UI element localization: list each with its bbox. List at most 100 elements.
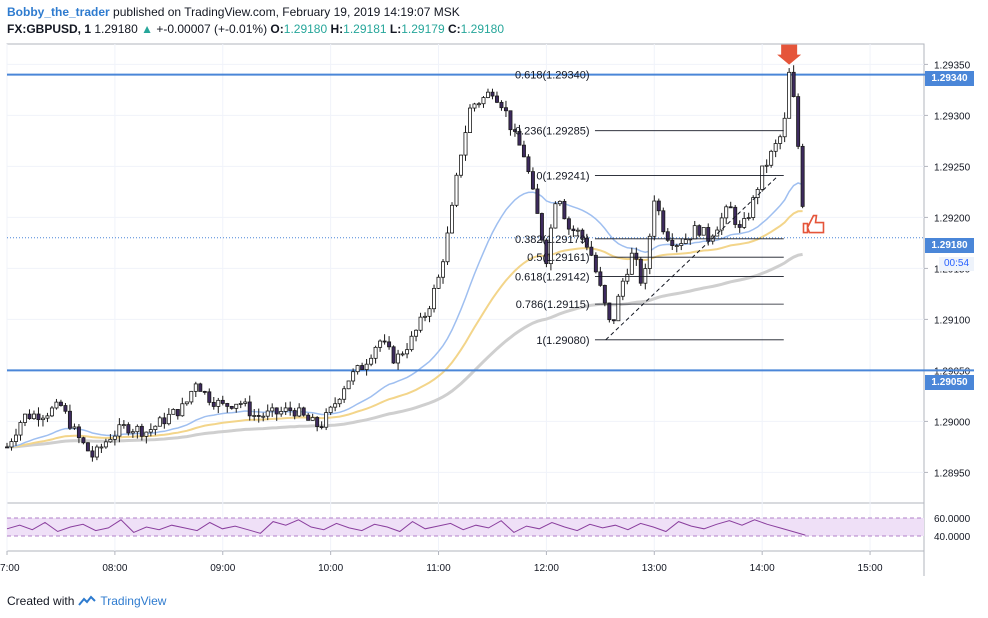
- fib-level-label: 0(1.29241): [536, 171, 589, 183]
- candle-body: [432, 287, 437, 310]
- candle-body: [211, 401, 216, 407]
- candle-body: [629, 252, 634, 275]
- y-tick-label: 1.29300: [934, 111, 971, 122]
- candle-body: [521, 144, 526, 158]
- x-tick-label: 14:00: [750, 563, 775, 574]
- rsi-band: [7, 518, 924, 536]
- candle-body: [216, 399, 221, 407]
- candle-body: [337, 398, 342, 405]
- candle-body: [791, 71, 796, 97]
- candle-body: [737, 224, 742, 228]
- candle-body: [256, 415, 261, 417]
- candle-body: [787, 71, 792, 119]
- candle-body: [297, 407, 302, 417]
- brand-link[interactable]: TradingView: [100, 594, 167, 608]
- high-value: 1.29181: [343, 22, 387, 36]
- candle-body: [63, 405, 68, 412]
- author-name[interactable]: Bobby_the_trader: [7, 5, 110, 19]
- candle-body: [535, 188, 540, 214]
- open-value: 1.29180: [283, 22, 328, 36]
- x-tick-label: 11:00: [426, 563, 451, 574]
- candle-body: [769, 150, 774, 166]
- candle-body: [72, 426, 77, 429]
- candle-body: [468, 107, 472, 133]
- candle-body: [193, 383, 198, 392]
- candle-body: [418, 316, 423, 331]
- candle-body: [634, 252, 639, 260]
- rsi-level-label: 60.0000: [934, 514, 971, 525]
- y-tick-label: 1.29050: [934, 366, 971, 377]
- tradingview-logo-icon: [78, 595, 97, 606]
- y-tick-label: 1.29350: [934, 60, 971, 71]
- candle-body: [153, 425, 158, 430]
- candle-body: [36, 413, 41, 421]
- thumb-icon: [802, 214, 825, 234]
- candle-body: [391, 346, 396, 364]
- candle-body: [571, 228, 576, 232]
- candle-body: [162, 417, 167, 425]
- fib-level-label: 1(1.29080): [536, 335, 589, 347]
- candle-body: [742, 218, 747, 228]
- candle-body: [369, 357, 374, 365]
- candle-body: [252, 415, 257, 417]
- candle-body: [670, 239, 675, 246]
- candle-body: [566, 218, 571, 230]
- candle-body: [611, 319, 616, 322]
- candle-body: [764, 164, 769, 167]
- x-tick-label: 13:00: [642, 563, 667, 574]
- candle-body: [602, 284, 607, 304]
- low-value: 1.29179: [401, 22, 445, 36]
- candle-body: [490, 91, 495, 97]
- candle-body: [481, 97, 486, 105]
- candle-body: [202, 391, 207, 393]
- candle-body: [180, 403, 185, 417]
- candle-body: [778, 136, 783, 144]
- candle-body: [234, 403, 239, 409]
- fib-level-label: 0.5(1.29161): [527, 252, 589, 264]
- candle-body: [310, 417, 315, 421]
- y-tick-label: 1.29100: [934, 315, 971, 326]
- low-label: L:: [389, 22, 402, 36]
- candle-body: [360, 365, 365, 370]
- candle-body: [301, 407, 306, 416]
- rsi-level-label: 40.0000: [934, 532, 971, 543]
- candle-body: [283, 407, 288, 412]
- publish-info: Bobby_the_trader published on TradingVie…: [7, 5, 460, 19]
- candle-body: [171, 409, 176, 415]
- fib-level-label: 0.618(1.29142): [515, 272, 590, 284]
- trend-line: [605, 175, 779, 341]
- candle-body: [400, 353, 405, 356]
- change-value: +-0.00007 (+-0.01%): [156, 22, 268, 36]
- candle-body: [144, 431, 149, 437]
- candle-body: [121, 424, 126, 427]
- candle-body: [261, 415, 266, 418]
- candle-body: [441, 261, 445, 278]
- candle-body: [306, 414, 311, 421]
- candle-body: [9, 441, 14, 448]
- candle-body: [751, 197, 756, 218]
- support-price-tag: 1.29050: [925, 375, 974, 390]
- candle-body: [625, 273, 630, 282]
- candle-body: [472, 103, 477, 109]
- candle-body: [265, 410, 270, 417]
- candle-body: [450, 204, 454, 234]
- candle-body: [728, 206, 733, 209]
- candle-body: [746, 217, 751, 219]
- last-price: 1.29180: [94, 22, 138, 36]
- candle-body: [800, 145, 805, 207]
- candle-body: [679, 243, 684, 246]
- candle-body: [697, 225, 702, 236]
- candle-body: [643, 268, 648, 284]
- candle-body: [67, 410, 72, 429]
- candle-body: [14, 434, 18, 442]
- candle-body: [108, 438, 113, 443]
- candle-body: [427, 308, 432, 317]
- candle-body: [616, 295, 621, 322]
- candle-body: [90, 450, 95, 458]
- bar-timer-tag: 00:54: [939, 257, 974, 271]
- candle-body: [477, 103, 481, 106]
- candle-body: [333, 403, 338, 408]
- candle-body: [530, 171, 535, 190]
- candle-body: [18, 422, 23, 436]
